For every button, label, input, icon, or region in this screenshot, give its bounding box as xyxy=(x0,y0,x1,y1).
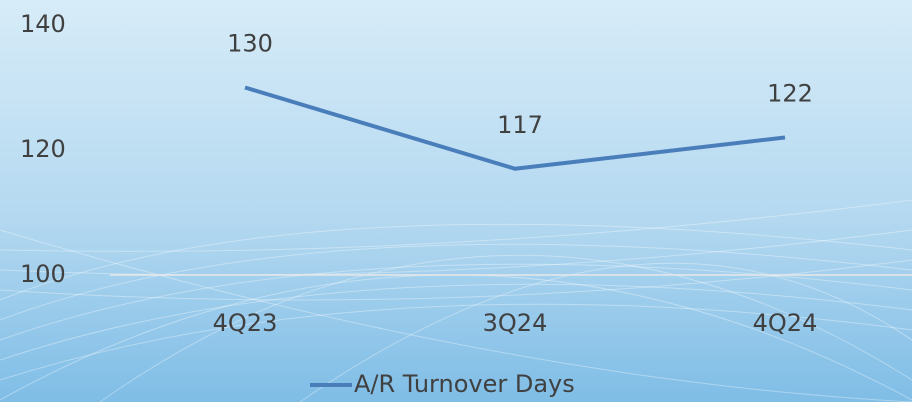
x-tick-label: 3Q24 xyxy=(483,309,548,337)
data-label: 117 xyxy=(497,111,543,139)
data-line xyxy=(244,85,786,171)
data-label: 130 xyxy=(227,30,273,58)
legend-label: A/R Turnover Days xyxy=(354,370,575,398)
x-tick-label: 4Q23 xyxy=(213,309,278,337)
y-tick-label: 120 xyxy=(20,135,66,163)
y-tick-label: 140 xyxy=(20,10,66,38)
x-tick-label: 4Q24 xyxy=(753,309,818,337)
data-label: 122 xyxy=(767,80,813,108)
y-tick-label: 100 xyxy=(20,260,66,288)
